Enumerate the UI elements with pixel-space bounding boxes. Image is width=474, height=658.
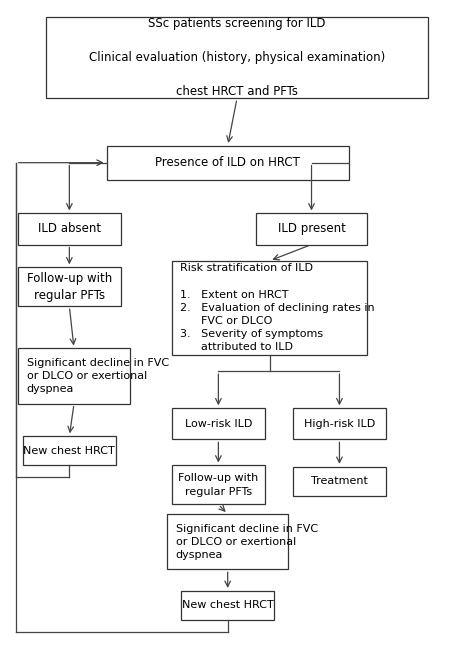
FancyBboxPatch shape: [172, 465, 265, 505]
FancyBboxPatch shape: [107, 146, 349, 180]
Text: High-risk ILD: High-risk ILD: [304, 419, 375, 429]
FancyBboxPatch shape: [255, 213, 367, 245]
FancyBboxPatch shape: [181, 591, 274, 620]
FancyBboxPatch shape: [167, 514, 288, 569]
Text: Risk stratification of ILD

1.   Extent on HRCT
2.   Evaluation of declining rat: Risk stratification of ILD 1. Extent on …: [180, 263, 375, 353]
FancyBboxPatch shape: [18, 213, 120, 245]
FancyBboxPatch shape: [172, 261, 367, 355]
FancyBboxPatch shape: [18, 267, 120, 306]
Text: Significant decline in FVC
or DLCO or exertional
dyspnea: Significant decline in FVC or DLCO or ex…: [27, 358, 169, 394]
Text: Significant decline in FVC
or DLCO or exertional
dyspnea: Significant decline in FVC or DLCO or ex…: [175, 524, 318, 560]
Text: Low-risk ILD: Low-risk ILD: [185, 419, 252, 429]
FancyBboxPatch shape: [18, 349, 130, 404]
FancyBboxPatch shape: [172, 408, 265, 440]
FancyBboxPatch shape: [46, 17, 428, 98]
Text: Presence of ILD on HRCT: Presence of ILD on HRCT: [155, 156, 300, 169]
FancyBboxPatch shape: [293, 408, 386, 440]
Text: ILD present: ILD present: [278, 222, 346, 236]
Text: ILD absent: ILD absent: [38, 222, 101, 236]
FancyBboxPatch shape: [23, 436, 116, 465]
Text: SSc patients screening for ILD

Clinical evaluation (history, physical examinati: SSc patients screening for ILD Clinical …: [89, 17, 385, 98]
FancyBboxPatch shape: [293, 467, 386, 496]
Text: New chest HRCT: New chest HRCT: [24, 446, 115, 456]
Text: Follow-up with
regular PFTs: Follow-up with regular PFTs: [27, 272, 112, 302]
Text: Follow-up with
regular PFTs: Follow-up with regular PFTs: [178, 473, 258, 497]
Text: New chest HRCT: New chest HRCT: [182, 601, 273, 611]
Text: Treatment: Treatment: [311, 476, 368, 486]
